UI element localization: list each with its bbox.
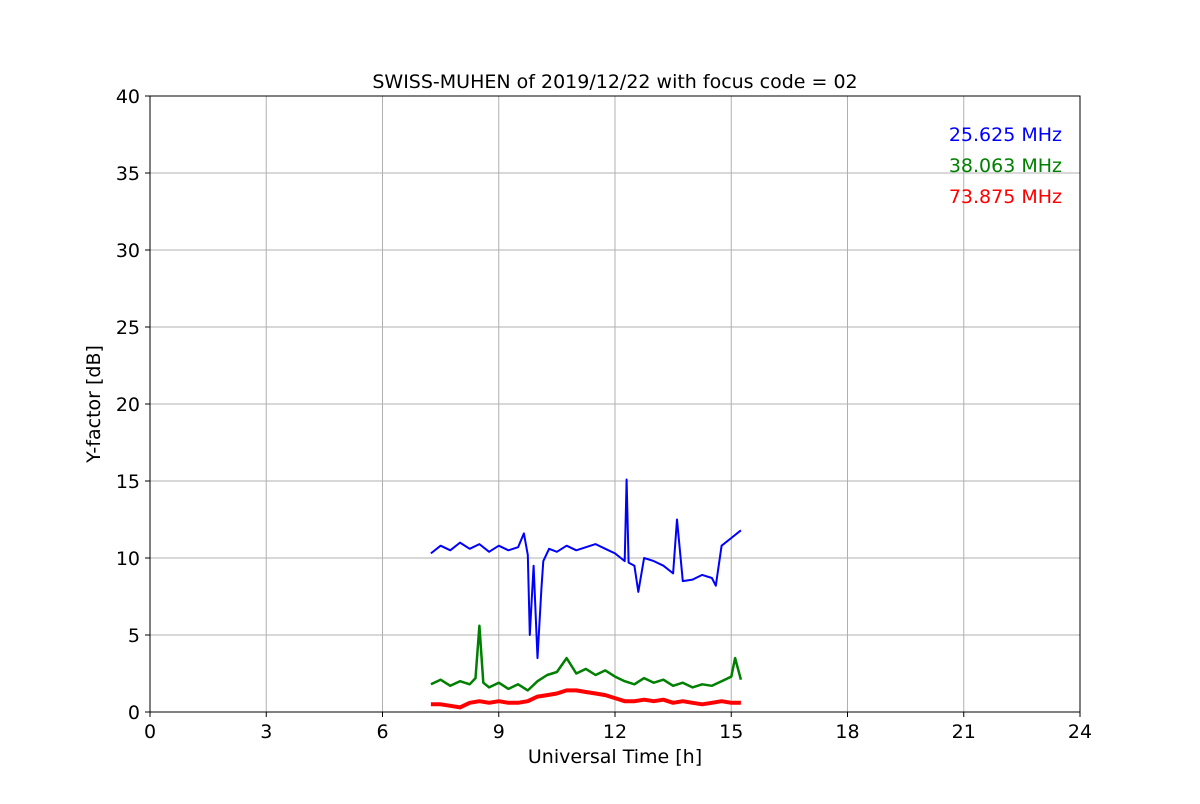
y-tick-label: 30 — [116, 240, 140, 262]
tick-layer: 0 3 6 9 12 15 18 21 24 0 5 10 15 20 25 30 35 40 — [116, 86, 1092, 743]
series-line-2 — [430, 624, 743, 692]
y-tick-label: 5 — [128, 625, 140, 647]
legend-entry-2: 38.063 MHz — [949, 155, 1062, 177]
x-tick-label: 24 — [1068, 721, 1092, 743]
series-line-1 — [430, 478, 742, 660]
legend-entry-3: 73.875 MHz — [949, 186, 1062, 208]
y-tick-label: 15 — [116, 471, 140, 493]
y-tick-label: 25 — [116, 317, 140, 339]
y-tick-label: 35 — [116, 163, 140, 185]
y-tick-label: 10 — [116, 548, 140, 570]
x-tick-label: 18 — [835, 721, 859, 743]
legend: 25.625 MHz 38.063 MHz 73.875 MHz — [949, 124, 1062, 208]
y-tick-label: 20 — [116, 394, 140, 416]
x-tick-label: 6 — [376, 721, 388, 743]
x-tick-label: 15 — [719, 721, 743, 743]
x-tick-label: 21 — [952, 721, 976, 743]
series-line-3 — [430, 688, 741, 710]
chart-title: SWISS-MUHEN of 2019/12/22 with focus cod… — [372, 71, 857, 93]
x-tick-label: 9 — [493, 721, 505, 743]
y-axis-label: Y-factor [dB] — [83, 345, 105, 464]
series-layer — [430, 478, 743, 710]
y-tick-label: 0 — [128, 702, 140, 724]
x-tick-label: 3 — [260, 721, 272, 743]
y-tick-label: 40 — [116, 86, 140, 108]
x-tick-label: 0 — [144, 721, 156, 743]
x-tick-label: 12 — [603, 721, 627, 743]
x-axis-label: Universal Time [h] — [528, 746, 702, 768]
legend-entry-1: 25.625 MHz — [949, 124, 1062, 146]
